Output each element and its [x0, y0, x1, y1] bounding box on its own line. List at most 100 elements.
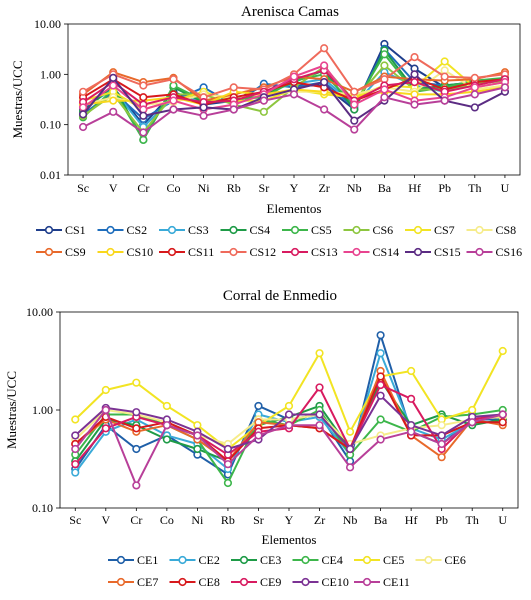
x-tick-label: Y	[285, 513, 294, 527]
legend-marker	[178, 555, 187, 565]
legend-marker	[352, 225, 361, 235]
legend-label: CS12	[250, 245, 277, 259]
data-point	[350, 87, 359, 96]
data-point	[78, 103, 88, 112]
x-tick-label: Ba	[378, 181, 392, 195]
data-point	[223, 478, 233, 488]
legend-marker	[229, 247, 238, 257]
x-tick-label: Sc	[77, 181, 89, 195]
data-point	[498, 418, 507, 427]
data-point	[199, 111, 208, 120]
legend-marker	[413, 225, 423, 235]
x-tick-label: Rb	[227, 181, 241, 195]
data-point	[78, 87, 88, 96]
y-tick-label: 0.10	[32, 501, 53, 515]
data-point	[410, 52, 419, 62]
legend-label: CE3	[260, 553, 281, 567]
y-tick-label: 0.01	[40, 168, 61, 182]
legend-label: CE6	[445, 553, 466, 567]
x-tick-label: Sr	[253, 513, 264, 527]
legend-item: CS13	[282, 245, 338, 259]
x-tick-label: U	[501, 181, 510, 195]
legend-item: CS5	[282, 223, 332, 237]
data-point	[109, 81, 118, 90]
data-point	[468, 418, 477, 427]
data-point	[380, 85, 389, 94]
data-point	[315, 421, 324, 430]
data-point	[71, 468, 80, 477]
data-point	[169, 75, 178, 84]
data-point	[437, 421, 446, 430]
legend-marker	[239, 577, 249, 587]
legend-item: CE5	[354, 553, 404, 567]
legend-label: CE1	[137, 553, 158, 567]
series-ce11	[71, 405, 507, 490]
legend-item: CS10	[97, 245, 153, 259]
data-point	[71, 444, 80, 454]
legend-item: CS2	[97, 223, 147, 237]
data-point	[407, 427, 416, 436]
legend-item: CE4	[292, 553, 343, 567]
series-cs16	[78, 83, 510, 137]
data-point	[376, 372, 385, 381]
x-tick-label: U	[498, 513, 507, 527]
legend-marker	[290, 247, 300, 257]
legend-marker	[475, 225, 484, 235]
legend-item: CS16	[466, 245, 523, 259]
data-point	[440, 57, 449, 66]
y-tick-label: 1.00	[32, 403, 53, 417]
legend-marker	[290, 225, 300, 235]
legend-label: CE10	[322, 575, 349, 589]
legend-label: CS16	[496, 245, 523, 259]
chart-1: Arenisca Camas 0.01 0.10 1.00 10.00 Muestras/…	[10, 4, 522, 259]
legend-marker	[301, 555, 310, 565]
data-point	[345, 463, 355, 472]
data-point	[169, 105, 178, 114]
data-point	[139, 93, 148, 102]
y-tick-label: 10.00	[26, 305, 53, 319]
y-tick-label: 1.00	[40, 67, 61, 81]
chart-2: Corral de Enmedio 0.10 1.00 10.00 Muestras/U…	[4, 288, 519, 589]
legend-label: CE11	[383, 575, 410, 589]
x-tick-label: Co	[166, 181, 180, 195]
legend-label: CS8	[496, 223, 517, 237]
data-point	[437, 453, 446, 462]
legend-marker	[116, 577, 126, 587]
data-point	[380, 50, 389, 59]
data-point	[132, 481, 141, 490]
data-point	[498, 346, 507, 356]
data-point	[376, 331, 385, 340]
chart-title: Corral de Enmedio	[223, 288, 337, 304]
legend-marker	[362, 577, 372, 587]
x-tick-label: Sr	[259, 181, 270, 195]
legend-label: CS4	[250, 223, 271, 237]
x-tick-label: Y	[290, 181, 299, 195]
data-point	[350, 116, 359, 125]
legend-item: CE7	[108, 575, 158, 589]
data-point	[132, 444, 141, 454]
data-point	[498, 410, 507, 419]
data-point	[71, 415, 80, 424]
x-tick-label: Hf	[408, 181, 421, 195]
legend-label: CS1	[65, 223, 86, 237]
chart-title: Arenisca Camas	[241, 4, 339, 20]
data-point	[315, 410, 324, 419]
legend-label: CS11	[188, 245, 214, 259]
y-axis-label: Muestras/UCC	[10, 61, 25, 139]
x-tick-label: Zr	[314, 513, 325, 527]
data-point	[284, 401, 294, 411]
legend-label: CS7	[434, 223, 455, 237]
data-point	[259, 107, 268, 116]
data-point	[407, 421, 416, 430]
legend-label: CE2	[199, 553, 220, 567]
legend-marker	[229, 225, 238, 235]
data-point	[139, 111, 148, 120]
y-tick-label: 0.10	[40, 118, 61, 132]
data-point	[223, 444, 233, 454]
legend-label: CE5	[383, 553, 404, 567]
data-point	[350, 125, 359, 134]
data-point	[440, 72, 449, 81]
legend-marker	[44, 247, 54, 257]
legend-marker	[167, 225, 177, 235]
data-point	[139, 81, 148, 90]
